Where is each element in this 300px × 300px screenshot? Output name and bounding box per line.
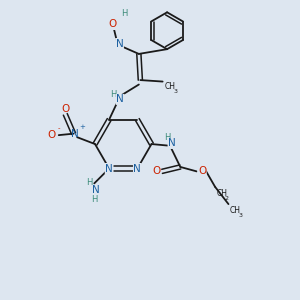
- Text: H: H: [121, 9, 127, 18]
- Text: CH: CH: [217, 189, 228, 198]
- Text: 3: 3: [174, 88, 178, 94]
- Text: O: O: [198, 167, 206, 176]
- Text: CH: CH: [165, 82, 176, 91]
- Text: -: -: [58, 126, 60, 132]
- Text: +: +: [79, 124, 85, 130]
- Text: N: N: [92, 185, 100, 195]
- Text: N: N: [116, 94, 124, 104]
- Text: H: H: [164, 133, 171, 142]
- Text: N: N: [134, 164, 141, 173]
- Text: O: O: [152, 167, 161, 176]
- Text: H: H: [91, 195, 98, 204]
- Text: N: N: [168, 139, 176, 148]
- Text: O: O: [109, 20, 117, 29]
- Text: O: O: [47, 130, 56, 140]
- Text: CH: CH: [230, 206, 241, 215]
- Text: N: N: [70, 129, 78, 139]
- Text: O: O: [61, 104, 69, 114]
- Text: 3: 3: [238, 213, 242, 218]
- Text: H: H: [86, 178, 92, 187]
- Text: N: N: [105, 164, 113, 173]
- Text: H: H: [110, 90, 117, 99]
- Text: N: N: [116, 38, 123, 49]
- Text: 2: 2: [225, 196, 229, 201]
